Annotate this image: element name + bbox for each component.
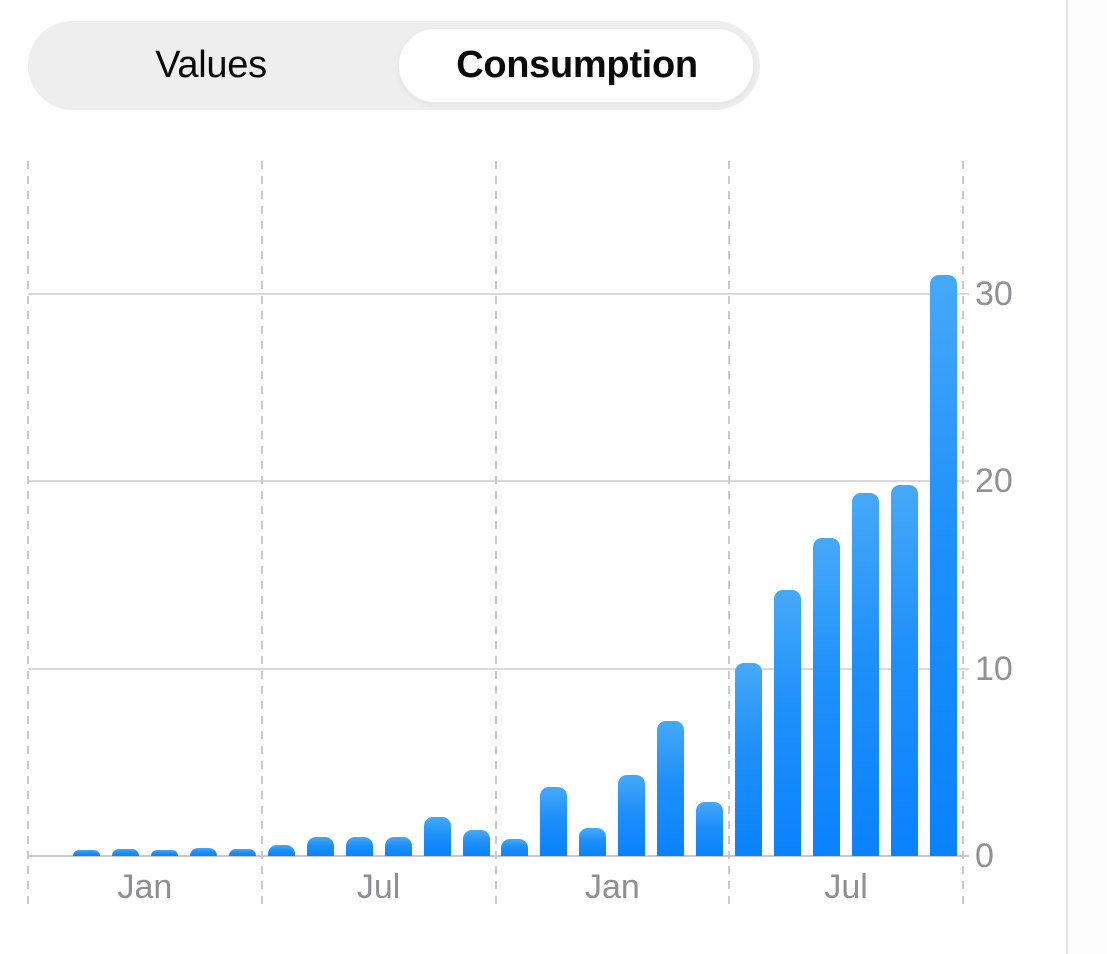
segment-consumption[interactable]: Consumption [394, 21, 760, 110]
bar[interactable] [696, 801, 724, 856]
bar[interactable] [423, 816, 451, 856]
bar[interactable] [852, 492, 880, 856]
bar[interactable] [813, 537, 841, 856]
gridline-y-10 [28, 667, 969, 670]
x-axis-label: Jan [584, 868, 640, 906]
dashed-section-line [260, 161, 263, 905]
bar[interactable] [501, 839, 529, 856]
bar[interactable] [306, 837, 334, 856]
dashed-section-line [962, 161, 964, 905]
gridline-y-30 [28, 293, 969, 295]
bar[interactable] [345, 837, 373, 856]
x-axis-label: Jan [117, 868, 173, 906]
y-axis-label: 0 [975, 837, 994, 875]
bar[interactable] [111, 849, 139, 856]
bar[interactable] [774, 590, 802, 856]
y-axis-label: 10 [975, 649, 1013, 688]
bar[interactable] [891, 485, 919, 856]
dashed-section-line [27, 161, 29, 905]
bar[interactable] [657, 721, 685, 856]
selected-segment-pill [398, 28, 754, 103]
right-pane-background [1068, 0, 1107, 954]
bar[interactable] [579, 827, 607, 856]
x-axis-label: Jul [824, 868, 868, 906]
bar[interactable] [462, 829, 490, 856]
bar[interactable] [189, 847, 217, 856]
bar[interactable] [540, 786, 568, 856]
plot-area: 0 10 20 30 Jan Jul Jan Jul [27, 161, 1013, 906]
y-axis-label: 30 [975, 275, 1013, 313]
bar[interactable] [150, 850, 178, 856]
bar[interactable] [735, 663, 763, 856]
bar[interactable] [384, 837, 412, 856]
gridline-y-20 [28, 480, 969, 483]
pane-divider [1066, 0, 1068, 954]
gridline-y-0 [28, 855, 969, 857]
bar[interactable] [228, 848, 256, 856]
bar[interactable] [618, 775, 646, 856]
y-axis-label: 20 [975, 462, 1013, 501]
dashed-section-line [494, 161, 497, 905]
dashed-section-line [728, 161, 731, 905]
segment-values[interactable]: Values [28, 21, 394, 110]
x-axis-label: Jul [356, 868, 401, 906]
segmented-control: Values Consumption [28, 21, 760, 110]
bar[interactable] [72, 850, 100, 856]
bar[interactable] [267, 844, 295, 856]
bar[interactable] [930, 275, 958, 856]
